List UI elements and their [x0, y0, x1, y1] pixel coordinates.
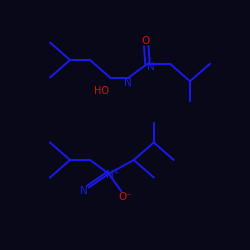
- Text: HO: HO: [94, 86, 109, 96]
- Text: O: O: [141, 36, 149, 46]
- Text: N: N: [148, 62, 155, 72]
- Text: N: N: [124, 78, 132, 88]
- Text: N: N: [80, 186, 88, 196]
- Text: O⁻: O⁻: [118, 192, 132, 202]
- Text: N⁺: N⁺: [106, 170, 119, 180]
